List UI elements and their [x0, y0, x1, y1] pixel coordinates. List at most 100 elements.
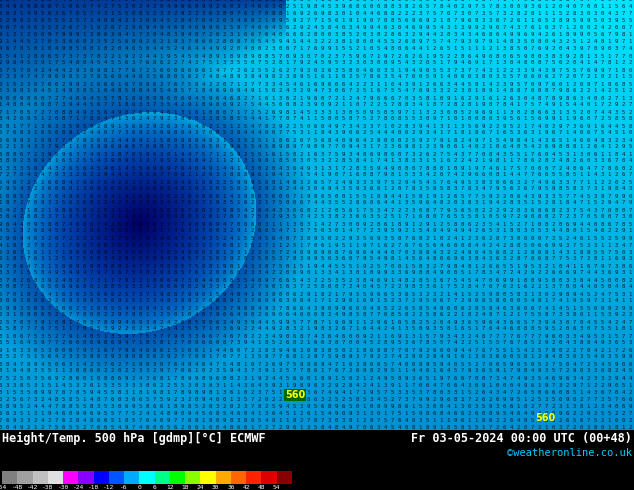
- Text: 9: 9: [327, 102, 330, 107]
- Text: 2: 2: [566, 40, 569, 45]
- Text: 8: 8: [223, 298, 226, 303]
- Text: 0: 0: [538, 89, 541, 94]
- Text: 4: 4: [55, 354, 58, 360]
- Text: 7: 7: [320, 354, 323, 360]
- Text: 1: 1: [195, 172, 198, 177]
- Text: 9: 9: [391, 166, 394, 171]
- Text: 0: 0: [230, 11, 233, 17]
- Text: 3: 3: [285, 74, 288, 79]
- Text: 9: 9: [48, 138, 51, 143]
- Text: 4: 4: [55, 47, 58, 51]
- Text: 2: 2: [495, 417, 498, 422]
- Text: 7: 7: [138, 334, 141, 339]
- Text: 0: 0: [573, 396, 576, 401]
- Text: 0: 0: [313, 313, 316, 318]
- Text: 5: 5: [593, 19, 597, 24]
- Text: 1: 1: [96, 200, 100, 205]
- Text: 5: 5: [48, 19, 51, 24]
- Text: 7: 7: [391, 347, 394, 352]
- Text: 0: 0: [103, 215, 107, 220]
- Text: 2: 2: [348, 200, 352, 205]
- Text: 1: 1: [173, 109, 177, 115]
- Text: 1: 1: [103, 277, 107, 283]
- Text: 4: 4: [271, 298, 275, 303]
- Text: 1: 1: [41, 117, 44, 122]
- Text: 9: 9: [243, 179, 247, 185]
- Text: 5: 5: [243, 138, 247, 143]
- Text: 7: 7: [621, 53, 624, 58]
- Text: 0: 0: [285, 334, 288, 339]
- Text: 1: 1: [13, 341, 16, 345]
- Text: 0: 0: [216, 305, 219, 311]
- Text: 2: 2: [82, 383, 86, 388]
- Text: 3: 3: [559, 40, 562, 45]
- Text: 7: 7: [439, 207, 443, 213]
- Text: 4: 4: [292, 249, 295, 254]
- Text: 3: 3: [593, 243, 597, 247]
- Text: 4: 4: [327, 424, 330, 430]
- Text: 7: 7: [82, 151, 86, 156]
- Text: 2: 2: [573, 424, 576, 430]
- Text: 3: 3: [236, 341, 240, 345]
- Text: 2: 2: [593, 411, 597, 416]
- Text: 1: 1: [411, 109, 415, 115]
- Text: 8: 8: [559, 19, 562, 24]
- Text: 1: 1: [117, 53, 120, 58]
- Text: 8: 8: [377, 403, 380, 409]
- Text: 6: 6: [313, 249, 316, 254]
- Text: 1: 1: [481, 81, 484, 87]
- Text: 4: 4: [166, 200, 170, 205]
- Text: 5: 5: [166, 19, 170, 24]
- Text: 5: 5: [391, 424, 394, 430]
- Text: 7: 7: [131, 424, 134, 430]
- Text: 1: 1: [236, 236, 240, 241]
- Text: 0: 0: [566, 319, 569, 324]
- Text: 8: 8: [145, 403, 148, 409]
- Text: 5: 5: [313, 228, 316, 234]
- Text: 0: 0: [391, 81, 394, 87]
- Text: 7: 7: [404, 298, 408, 303]
- Text: 4: 4: [89, 207, 93, 213]
- Text: 8: 8: [181, 138, 184, 143]
- Text: 4: 4: [545, 375, 548, 381]
- Text: 0: 0: [13, 179, 16, 185]
- Text: 6: 6: [313, 179, 316, 185]
- Text: 4: 4: [230, 166, 233, 171]
- Text: 3: 3: [110, 334, 113, 339]
- Text: 0: 0: [285, 292, 288, 296]
- Text: 8: 8: [356, 40, 359, 45]
- Text: 7: 7: [306, 228, 309, 234]
- Text: 3: 3: [552, 25, 555, 30]
- Text: 9: 9: [411, 354, 415, 360]
- Text: 8: 8: [138, 123, 141, 128]
- Text: 6: 6: [48, 375, 51, 381]
- Text: 1: 1: [285, 383, 288, 388]
- Text: 0: 0: [131, 151, 134, 156]
- Text: 7: 7: [202, 228, 205, 234]
- Text: 6: 6: [509, 403, 513, 409]
- Text: 8: 8: [82, 215, 86, 220]
- Text: 8: 8: [545, 221, 548, 226]
- Text: 9: 9: [131, 200, 134, 205]
- Text: 8: 8: [159, 187, 163, 192]
- Text: 3: 3: [216, 403, 219, 409]
- Text: 7: 7: [628, 11, 631, 17]
- Text: 4: 4: [230, 319, 233, 324]
- Text: 6: 6: [82, 200, 86, 205]
- Text: 8: 8: [391, 4, 394, 9]
- Text: 9: 9: [579, 19, 583, 24]
- Text: 6: 6: [110, 292, 113, 296]
- Text: 9: 9: [488, 194, 491, 198]
- Text: 0: 0: [320, 96, 323, 100]
- Text: 3: 3: [579, 354, 583, 360]
- Text: 1: 1: [628, 292, 631, 296]
- Text: 0: 0: [181, 130, 184, 136]
- Text: 1: 1: [299, 243, 302, 247]
- Text: 9: 9: [236, 151, 240, 156]
- Text: 9: 9: [216, 313, 219, 318]
- Text: 2: 2: [586, 362, 590, 367]
- Text: 4: 4: [370, 305, 373, 311]
- Text: 4: 4: [377, 130, 380, 136]
- Text: 8: 8: [552, 0, 555, 2]
- Text: 6: 6: [271, 362, 275, 367]
